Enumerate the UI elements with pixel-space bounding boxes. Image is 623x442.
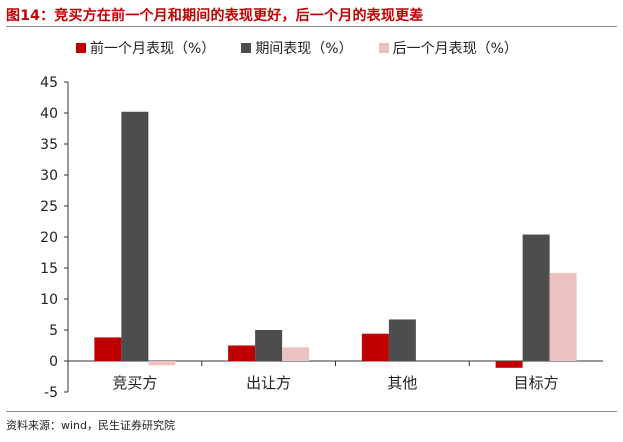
bar	[495, 361, 523, 368]
legend-item-before: 前一个月表现（%）	[76, 38, 215, 58]
y-tick-label: -5	[44, 385, 58, 401]
x-axis: 竞买方 出让方 其他 目标方	[68, 360, 603, 392]
bar	[228, 345, 256, 361]
chart-legend: 前一个月表现（%） 期间表现（%） 后一个月表现（%）	[76, 38, 544, 58]
bar	[522, 234, 550, 361]
title-divider	[6, 26, 617, 27]
y-tick-label: 30	[40, 168, 58, 184]
y-tick-label: 5	[49, 323, 58, 339]
x-tick-label: 竞买方	[112, 374, 157, 392]
y-tick-label: 0	[49, 354, 58, 370]
figure-title: 图14：竞买方在前一个月和期间的表现更好，后一个月的表现更差	[6, 8, 424, 24]
bar	[361, 333, 389, 361]
source-note: 资料来源：wind，民生证券研究院	[6, 419, 176, 432]
legend-swatch-during	[241, 43, 252, 53]
bar-chart: 45 40 35 30 25 20 15 10 5 0 -5 竞买方 出让方 其他 目标方	[40, 75, 603, 401]
legend-swatch-after	[378, 43, 389, 53]
y-tick-label: 10	[40, 292, 58, 308]
x-tick-label: 目标方	[514, 374, 559, 392]
legend-swatch-before	[76, 43, 86, 53]
bar	[549, 272, 577, 361]
source-divider	[6, 411, 617, 412]
y-tick-label: 40	[40, 106, 58, 122]
legend-item-after: 后一个月表现（%）	[378, 38, 518, 58]
y-tick-label: 15	[40, 261, 58, 277]
x-tick-label: 出让方	[246, 374, 291, 392]
legend-label-before: 前一个月表现（%）	[90, 41, 216, 57]
legend-label-during: 期间表现（%）	[255, 41, 353, 57]
legend-item-during: 期间表现（%）	[241, 38, 353, 58]
bar	[255, 330, 283, 361]
y-tick-label: 25	[40, 199, 58, 215]
y-tick-label: 35	[40, 137, 58, 153]
y-axis: 45 40 35 30 25 20 15 10 5 0 -5	[40, 75, 69, 401]
bar	[94, 337, 122, 361]
y-tick-label: 45	[40, 75, 58, 91]
bar	[388, 319, 416, 361]
bar-series-group	[94, 111, 577, 368]
legend-label-after: 后一个月表现（%）	[392, 41, 518, 57]
x-tick-label: 其他	[387, 374, 417, 392]
bar	[148, 361, 176, 366]
y-tick-label: 20	[40, 230, 58, 246]
bar	[282, 347, 310, 361]
bar	[121, 111, 149, 361]
